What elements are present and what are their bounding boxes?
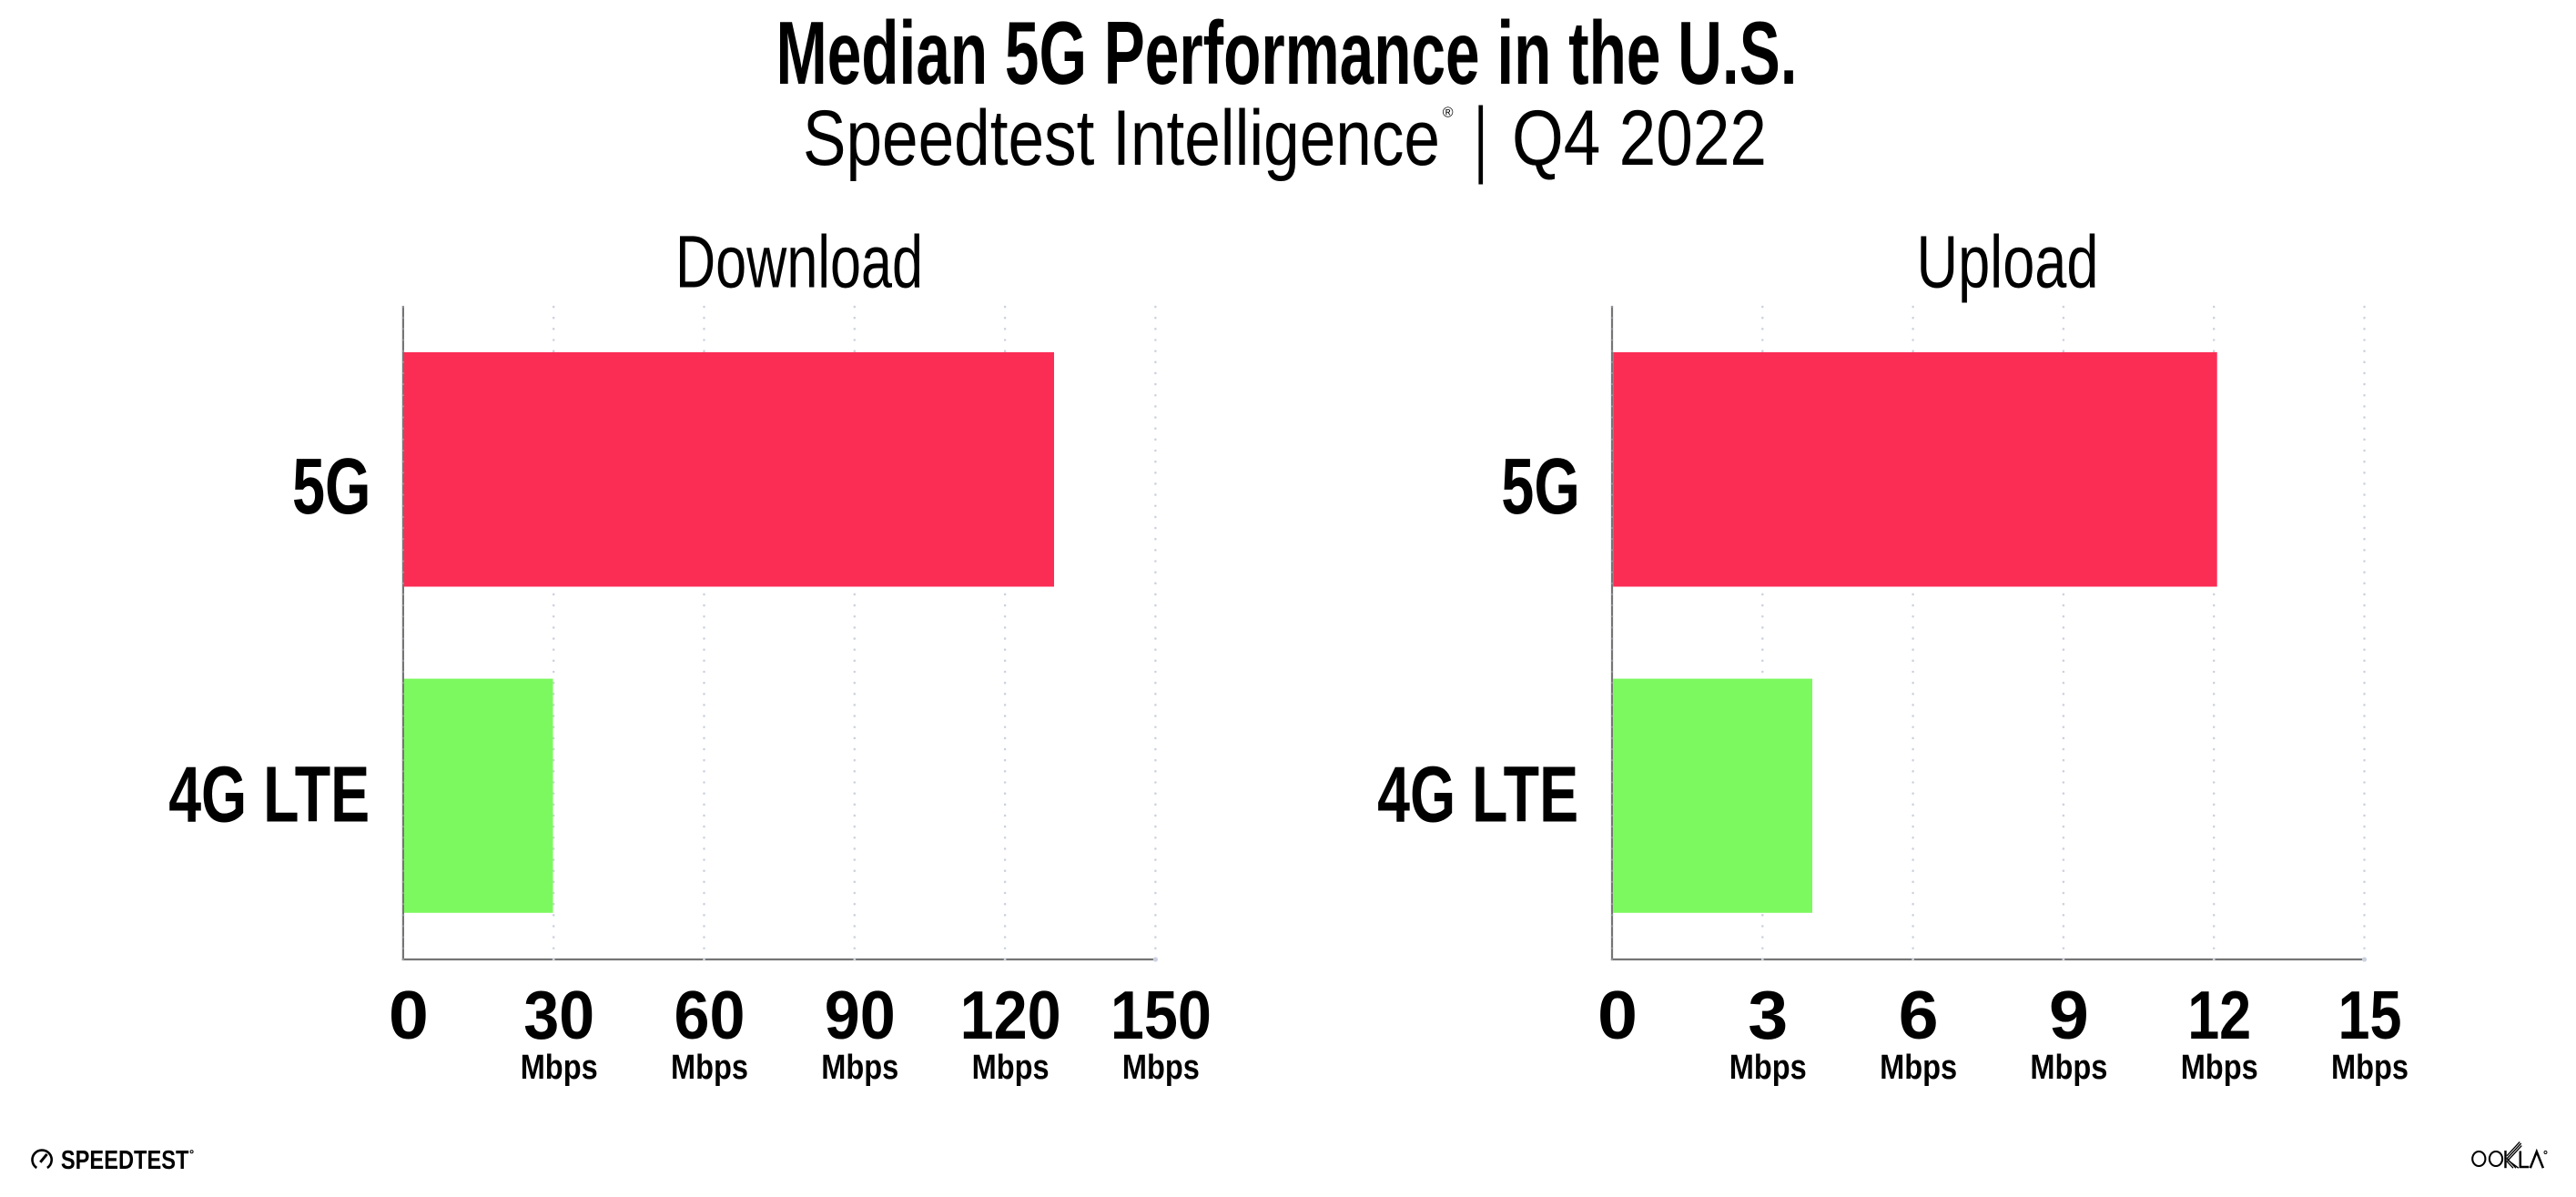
svg-text:5G: 5G (1501, 441, 1580, 531)
svg-text:90: 90 (825, 977, 896, 1053)
svg-text:Q4 2022: Q4 2022 (1512, 95, 1767, 182)
svg-text:Mbps: Mbps (1729, 1049, 1807, 1087)
svg-text:Speedtest Intelligence: Speedtest Intelligence (803, 95, 1440, 182)
svg-text:Mbps: Mbps (2181, 1049, 2258, 1087)
svg-text:30: 30 (523, 977, 594, 1053)
svg-text:3: 3 (1748, 977, 1788, 1053)
svg-text:150: 150 (1111, 977, 1212, 1053)
svg-text:120: 120 (960, 977, 1061, 1053)
svg-text:5G: 5G (292, 441, 371, 531)
svg-text:0: 0 (1597, 977, 1638, 1053)
svg-text:Mbps: Mbps (821, 1049, 898, 1087)
svg-text:Mbps: Mbps (671, 1049, 748, 1087)
svg-text:6: 6 (1899, 977, 1939, 1053)
svg-text:4G LTE: 4G LTE (168, 750, 370, 839)
svg-text:Download: Download (675, 221, 923, 304)
svg-text:Mbps: Mbps (2331, 1049, 2409, 1087)
svg-text:Mbps: Mbps (521, 1049, 598, 1087)
svg-text:12: 12 (2187, 977, 2251, 1053)
svg-text:Upload: Upload (1917, 221, 2099, 304)
svg-text:15: 15 (2338, 977, 2402, 1053)
svg-text:®: ® (1443, 106, 1454, 121)
svg-text:Mbps: Mbps (2030, 1049, 2107, 1087)
svg-text:Mbps: Mbps (972, 1049, 1050, 1087)
svg-text:Mbps: Mbps (1122, 1049, 1200, 1087)
svg-text:4G LTE: 4G LTE (1377, 750, 1578, 839)
svg-text:9: 9 (2049, 977, 2089, 1053)
svg-text:Median 5G Performance in the U: Median 5G Performance in the U.S. (776, 3, 1798, 103)
svg-text:Mbps: Mbps (1880, 1049, 1957, 1087)
svg-text:0: 0 (389, 977, 429, 1053)
svg-text:SPEEDTEST: SPEEDTEST (61, 1146, 189, 1175)
svg-text:60: 60 (674, 977, 745, 1053)
